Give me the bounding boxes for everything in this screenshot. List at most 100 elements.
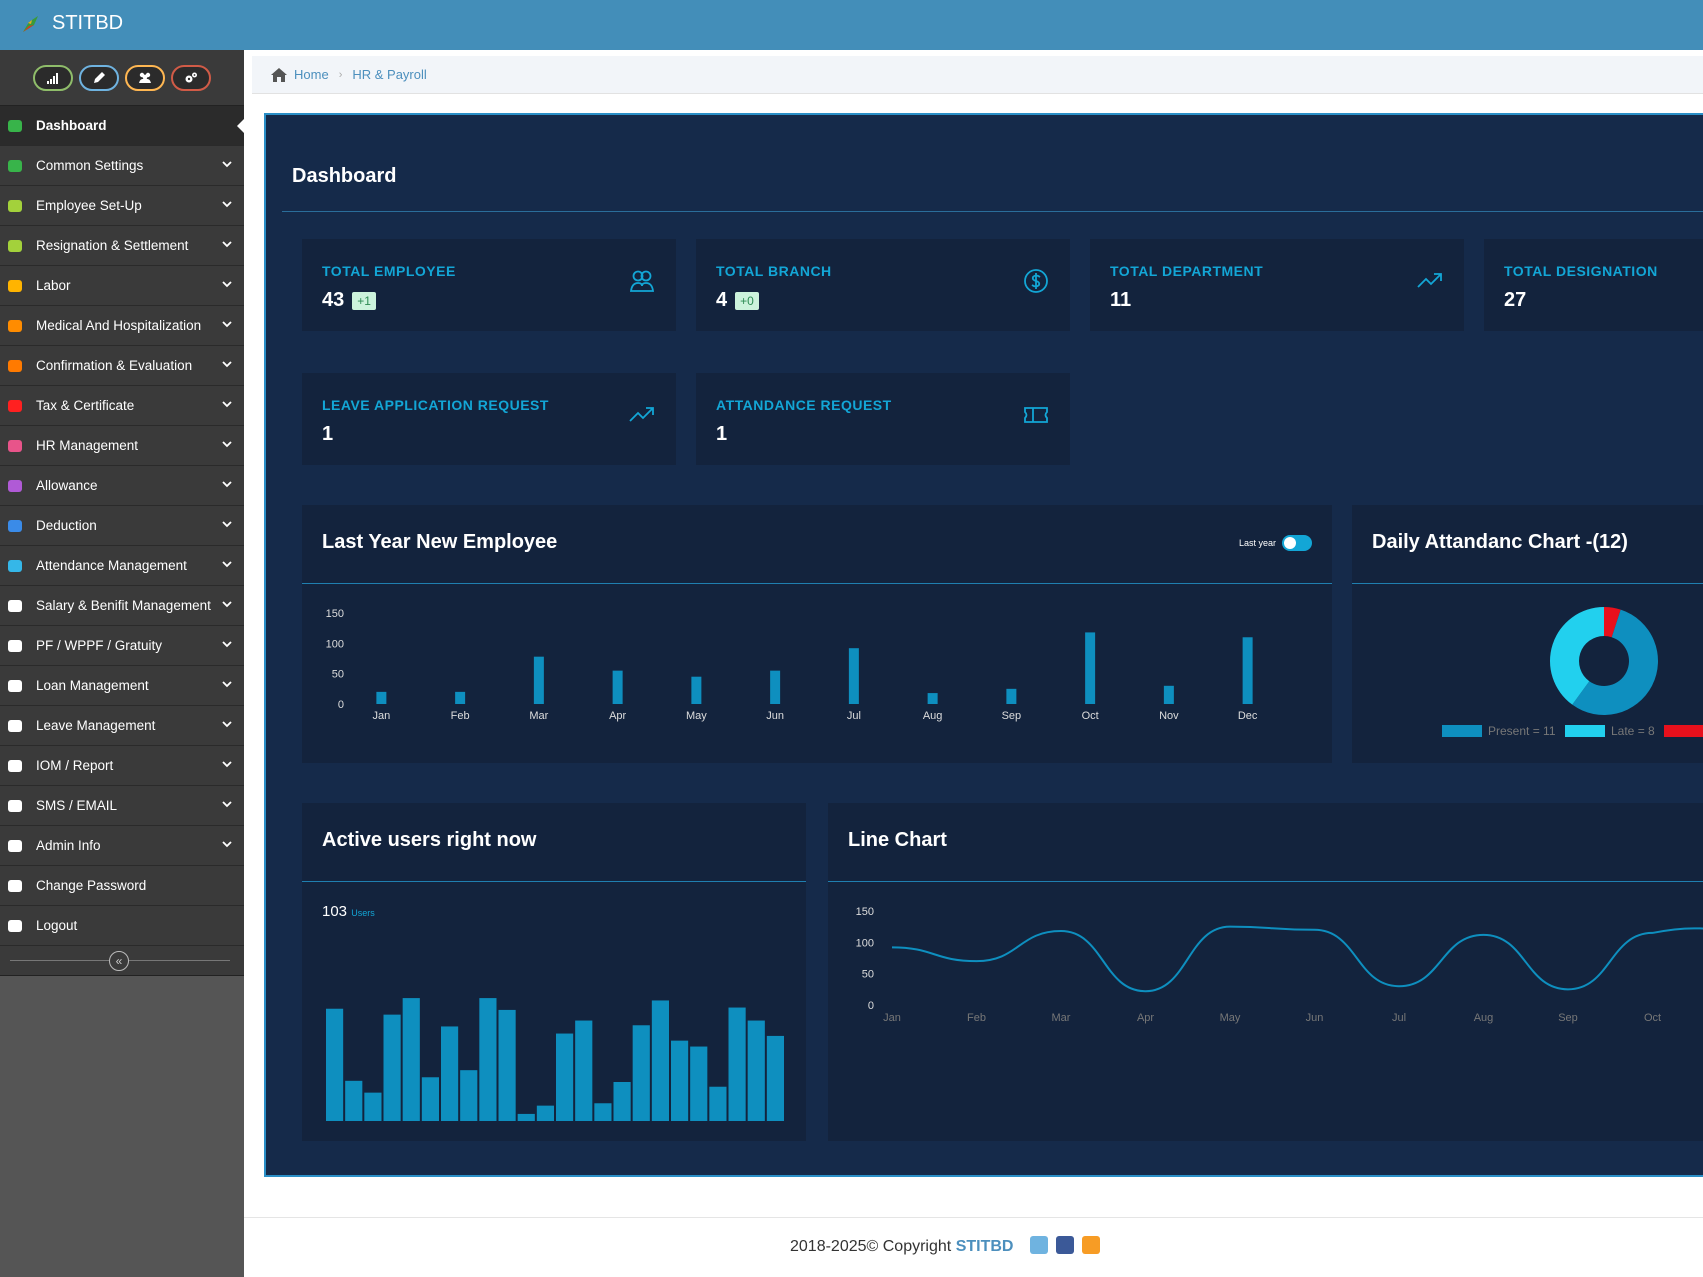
bar[interactable] [770, 670, 781, 704]
bar[interactable] [690, 1046, 708, 1121]
bar[interactable] [441, 1026, 459, 1121]
sidebar-item-tax-certificate[interactable]: Tax & Certificate [0, 386, 244, 426]
bar[interactable] [709, 1086, 727, 1121]
stat-value: 27 [1504, 289, 1527, 311]
sidebar-item-leave-management[interactable]: Leave Management [0, 706, 244, 746]
bar[interactable] [575, 1020, 593, 1121]
sidebar-item-allowance[interactable]: Allowance [0, 466, 244, 506]
x-tick-label: Mar [1052, 1012, 1071, 1024]
panel-last-year-new-employee: Last Year New Employee Last year 0 50 100 1… [302, 505, 1332, 763]
users-icon [8, 840, 22, 852]
twitter-icon[interactable] [1030, 1236, 1048, 1254]
last-year-toggle[interactable] [1282, 535, 1312, 551]
sidebar-item-common-settings[interactable]: Common Settings [0, 146, 244, 186]
users-icon [8, 280, 22, 292]
sidebar-item-logout[interactable]: Logout [0, 906, 244, 946]
chevron-down-icon [222, 161, 232, 168]
footer-copyright: 2018-2025© Copyright STITBD [790, 1238, 1013, 1256]
sidebar-item-iom-report[interactable]: IOM / Report [0, 746, 244, 786]
bar[interactable] [613, 1082, 631, 1121]
rss-icon[interactable] [1082, 1236, 1100, 1254]
bar[interactable] [728, 1007, 746, 1121]
bar[interactable] [632, 1025, 650, 1121]
pie-slice[interactable] [1550, 607, 1604, 705]
bar[interactable] [479, 998, 497, 1121]
x-tick-label: Mar [529, 710, 548, 722]
breadcrumb-home-link[interactable]: Home [294, 67, 329, 82]
bar[interactable] [536, 1105, 554, 1121]
active-users-bar-chart [326, 998, 784, 1121]
sidebar-item-admin-info[interactable]: Admin Info [0, 826, 244, 866]
chevron-down-icon [222, 801, 232, 808]
sidebar-item-attendance-management[interactable]: Attendance Management [0, 546, 244, 586]
bar[interactable] [691, 676, 702, 704]
stat-card-total-designation: TOTAL DESIGNATION 27 [1484, 239, 1703, 331]
shortcut-signal-button[interactable] [33, 64, 73, 91]
bar[interactable] [1163, 685, 1174, 704]
bar[interactable] [1006, 688, 1017, 704]
x-tick-label: Jun [766, 710, 784, 722]
sidebar-collapse-button[interactable]: « [109, 951, 129, 971]
sidebar-item-pf-wppf-gratuity[interactable]: PF / WPPF / Gratuity [0, 626, 244, 666]
ticket-icon [1024, 407, 1048, 423]
divider [1352, 583, 1703, 584]
x-tick-label: Jan [883, 1012, 901, 1024]
breadcrumb-current[interactable]: HR & Payroll [352, 67, 427, 82]
bar[interactable] [766, 1035, 784, 1121]
bar[interactable] [376, 691, 387, 704]
shortcut-cogs-button[interactable] [171, 64, 211, 91]
bar[interactable] [421, 1077, 439, 1121]
x-tick-label: Jun [1306, 1012, 1324, 1024]
home-icon [271, 67, 287, 82]
bar[interactable] [927, 693, 938, 704]
bar[interactable] [383, 1014, 401, 1121]
sidebar-item-employee-set-up[interactable]: Employee Set-Up [0, 186, 244, 226]
x-tick-label: Dec [1238, 710, 1258, 722]
bar[interactable] [671, 1040, 689, 1121]
bar[interactable] [747, 1020, 765, 1121]
sidebar-item-salary-benifit-management[interactable]: Salary & Benifit Management [0, 586, 244, 626]
bar[interactable] [345, 1080, 363, 1121]
sidebar-item-confirmation-evaluation[interactable]: Confirmation & Evaluation [0, 346, 244, 386]
bar[interactable] [517, 1113, 535, 1121]
bar[interactable] [498, 1009, 516, 1121]
sidebar-item-medical-and-hospitalization[interactable]: Medical And Hospitalization [0, 306, 244, 346]
sidebar-item-labor[interactable]: Labor [0, 266, 244, 306]
bar[interactable] [848, 648, 859, 704]
pie-slice[interactable] [1572, 609, 1658, 715]
bar[interactable] [402, 998, 420, 1121]
bar[interactable] [326, 1008, 344, 1121]
stat-card-total-branch: TOTAL BRANCH 4 +0 [696, 239, 1070, 331]
sidebar-item-sms-email[interactable]: SMS / EMAIL [0, 786, 244, 826]
sidebar-item-hr-management[interactable]: HR Management [0, 426, 244, 466]
bar[interactable] [651, 1000, 669, 1121]
sidebar-item-resignation-settlement[interactable]: Resignation & Settlement [0, 226, 244, 266]
shortcut-users-button[interactable] [125, 64, 165, 91]
footer-brand-link[interactable]: STITBD [955, 1238, 1014, 1255]
sidebar-item-deduction[interactable]: Deduction [0, 506, 244, 546]
shortcut-pencil-button[interactable] [79, 64, 119, 91]
x-tick-label: Jul [847, 710, 861, 722]
sidebar-item-dashboard[interactable]: Dashboard [0, 106, 245, 146]
brand[interactable]: STITBD [20, 12, 123, 35]
bar[interactable] [455, 691, 466, 704]
users-icon [139, 72, 151, 83]
bar[interactable] [533, 656, 544, 704]
bar[interactable] [594, 1103, 612, 1121]
bar[interactable] [364, 1092, 382, 1121]
bar[interactable] [556, 1033, 574, 1121]
sidebar-item-loan-management[interactable]: Loan Management [0, 666, 244, 706]
bar[interactable] [460, 1070, 478, 1121]
sidebar-item-label: Salary & Benifit Management [36, 598, 211, 613]
pie-slice[interactable] [1604, 607, 1621, 638]
series-line[interactable] [891, 925, 1703, 993]
sidebar-item-label: Confirmation & Evaluation [36, 358, 193, 373]
sidebar-item-change-password[interactable]: Change Password [0, 866, 244, 906]
bar[interactable] [1085, 632, 1096, 704]
facebook-icon[interactable] [1056, 1236, 1074, 1254]
bar[interactable] [1242, 637, 1253, 704]
bar[interactable] [612, 670, 623, 704]
y-tick-label: 100 [326, 638, 344, 650]
lock-icon [8, 880, 22, 892]
x-tick-label: Feb [967, 1012, 986, 1024]
